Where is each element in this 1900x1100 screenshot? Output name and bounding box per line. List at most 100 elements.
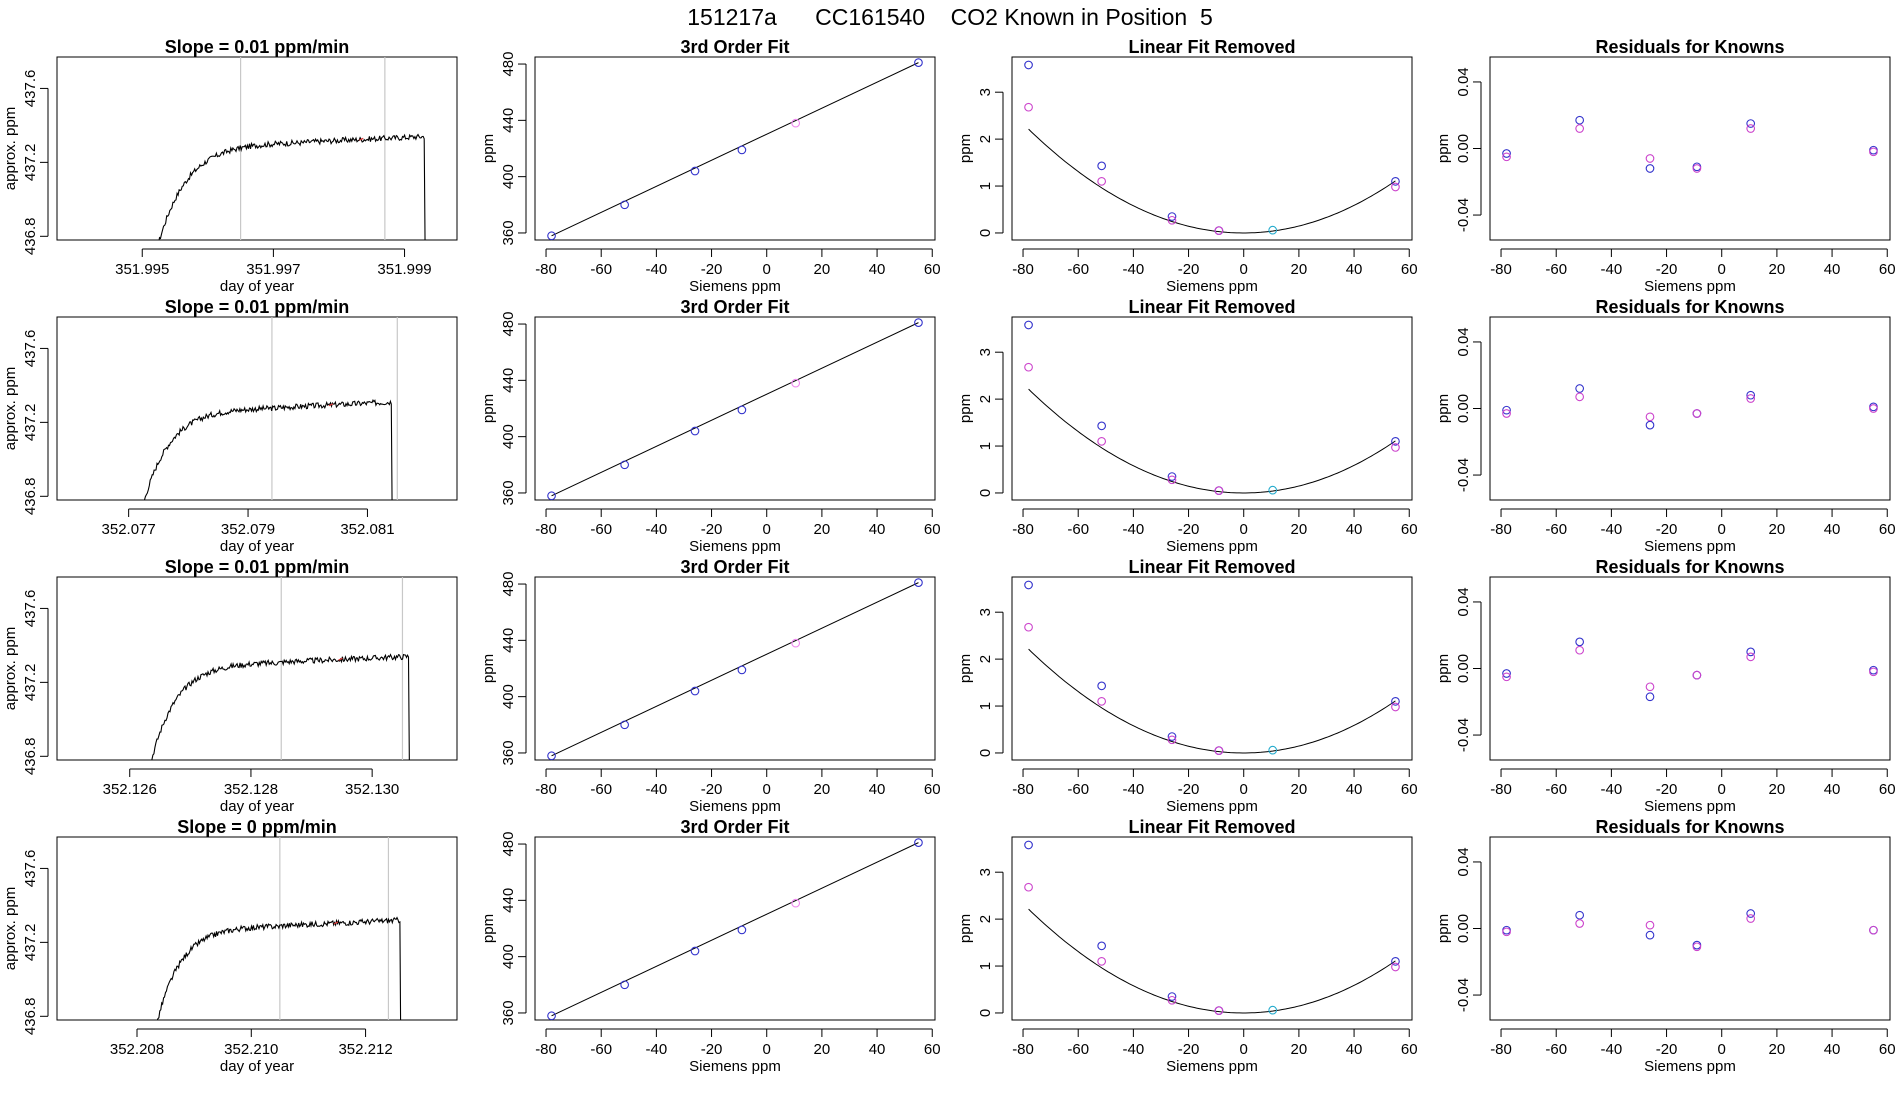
x-tick-label: 20: [1769, 1041, 1786, 1058]
data-point: [1692, 164, 1702, 173]
data-point: [1746, 394, 1756, 403]
data-point: [1692, 409, 1702, 418]
data-point: [1097, 696, 1107, 706]
y-tick-label: 437.6: [22, 330, 39, 368]
panel-r0-c0: Slope = 0.01 ppm/min 351.995 351.997 351.99…: [2, 37, 458, 295]
data-point: [1575, 124, 1585, 133]
panel-plot-area: [551, 582, 919, 757]
x-tick-label: 0: [1718, 1041, 1726, 1058]
data-point: [620, 200, 630, 210]
x-tick-label: 352.130: [345, 781, 399, 798]
data-point: [1645, 154, 1655, 163]
data-point: [1502, 669, 1511, 678]
y-tick-label: 480: [500, 312, 517, 337]
data-point: [1391, 436, 1400, 446]
fit-curve: [1028, 908, 1396, 1014]
x-tick-label: 60: [1879, 1041, 1896, 1058]
y-tick-label: 437.2: [22, 144, 39, 182]
x-tick-label: 60: [1401, 781, 1418, 798]
y-tick-label: 0.00: [1455, 914, 1472, 943]
data-point: [1575, 910, 1585, 920]
y-axis-label: ppm: [1435, 134, 1452, 163]
data-point: [1391, 176, 1400, 186]
x-tick-label: 20: [1769, 261, 1786, 278]
x-tick-label: -40: [1123, 261, 1145, 278]
y-tick-label: 440: [500, 108, 517, 133]
x-tick-label: 0: [763, 1041, 771, 1058]
x-axis-label: Siemens ppm: [1644, 798, 1736, 815]
panel-r2-c0: Slope = 0.01 ppm/min 352.126 352.128 352.13…: [2, 557, 458, 815]
fit-curve: [1028, 388, 1396, 494]
y-tick-label: 480: [500, 52, 517, 77]
data-point: [1024, 102, 1033, 112]
data-point: [1746, 124, 1756, 133]
x-tick-label: 352.128: [224, 781, 278, 798]
x-tick-label: 60: [1401, 521, 1418, 538]
data-point: [1024, 580, 1033, 590]
y-axis-label: ppm: [957, 914, 974, 943]
panel-plot-area: [143, 317, 398, 500]
x-tick-label: 20: [814, 521, 831, 538]
panel-r3-c2: Linear Fit Removed-80 -60 -40 -20 0 20 40 60Sie…: [957, 817, 1418, 1075]
x-tick-label: 352.077: [102, 521, 156, 538]
data-point: [737, 145, 747, 155]
data-point: [914, 58, 923, 67]
panel-plot-area: [1028, 908, 1396, 1014]
x-axis-label: Siemens ppm: [1166, 538, 1258, 555]
x-tick-label: 0: [1718, 261, 1726, 278]
data-point: [1575, 115, 1585, 125]
panel-plot-area: [551, 842, 919, 1017]
x-tick-label: -60: [1545, 781, 1567, 798]
x-tick-label: 0: [1240, 781, 1248, 798]
plot-frame: [1489, 836, 1891, 1021]
y-tick-label: 400: [500, 684, 517, 709]
panel-title: Residuals for Knowns: [1595, 37, 1784, 57]
data-point: [1692, 670, 1702, 680]
x-tick-label: -60: [1067, 261, 1089, 278]
y-tick-label: 0: [977, 229, 994, 237]
y-axis-label: ppm: [957, 134, 974, 163]
x-tick-label: 40: [869, 1041, 886, 1058]
data-point: [737, 405, 747, 415]
y-tick-label: 437.6: [22, 70, 39, 108]
x-tick-label: -80: [535, 261, 557, 278]
panel-r0-c2: Linear Fit Removed-80 -60 -40 -20 0 20 40 60Sie…: [957, 37, 1418, 295]
ppm-trace: [158, 133, 426, 240]
x-tick-label: 60: [924, 261, 941, 278]
x-tick-label: 352.212: [338, 1041, 392, 1058]
x-tick-label: 20: [1769, 521, 1786, 538]
x-axis-label: Siemens ppm: [689, 798, 781, 815]
x-tick-label: 60: [924, 781, 941, 798]
x-tick-label: 40: [1346, 521, 1363, 538]
data-point: [1746, 652, 1756, 662]
x-tick-label: -20: [701, 521, 723, 538]
x-axis-label: Siemens ppm: [1644, 538, 1736, 555]
data-point: [690, 686, 700, 696]
x-tick-label: 20: [1291, 521, 1308, 538]
panel-r1-c0: Slope = 0.01 ppm/min 352.077 352.079 352.08…: [2, 297, 458, 555]
y-tick-label: 1: [977, 442, 994, 450]
x-tick-label: -80: [1012, 261, 1034, 278]
x-tick-label: -40: [1123, 781, 1145, 798]
panel-title: Slope = 0 ppm/min: [177, 817, 337, 837]
data-point: [1746, 119, 1756, 128]
x-tick-label: -80: [1490, 781, 1512, 798]
panel-plot-area: [158, 57, 426, 240]
x-tick-label: 20: [814, 1041, 831, 1058]
y-axis-label: ppm: [480, 654, 497, 683]
data-point: [1268, 745, 1278, 755]
panel-r1-c1: 3rd Order Fit -80 -60 -40 -20 0 20 40 60 Siemens …: [480, 297, 941, 555]
x-tick-label: -80: [1012, 521, 1034, 538]
x-tick-label: -80: [1012, 1041, 1034, 1058]
data-point: [1097, 161, 1107, 171]
fit-line: [551, 842, 919, 1017]
x-tick-label: 351.997: [246, 261, 300, 278]
panel-r3-c1: 3rd Order Fit -80 -60 -40 -20 0 20 40 60 Siemens …: [480, 817, 941, 1075]
x-tick-label: -60: [1545, 521, 1567, 538]
x-tick-label: -20: [1178, 1041, 1200, 1058]
x-tick-label: -40: [1601, 781, 1623, 798]
data-point: [1268, 485, 1278, 495]
y-tick-label: 436.8: [22, 738, 39, 776]
x-tick-label: 40: [1824, 521, 1841, 538]
y-tick-label: 400: [500, 944, 517, 969]
